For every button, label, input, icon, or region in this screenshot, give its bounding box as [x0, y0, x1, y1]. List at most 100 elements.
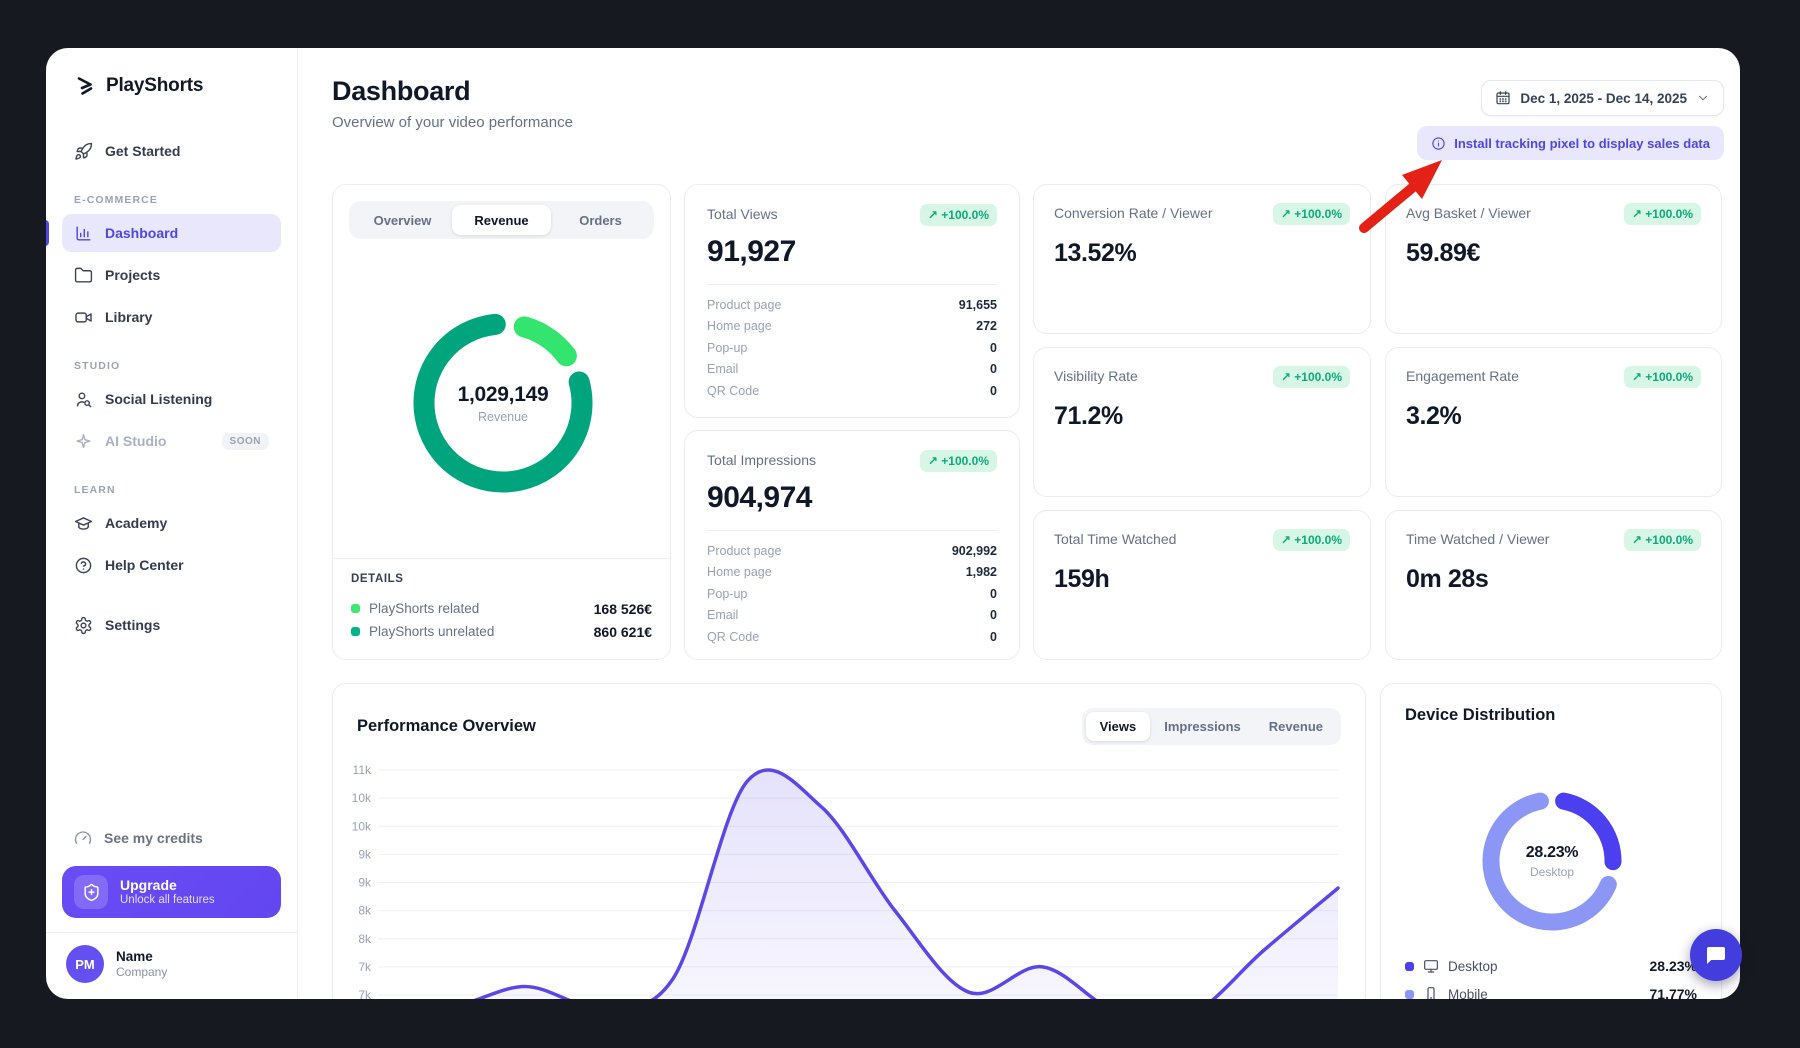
card-value: 0m 28s: [1406, 565, 1489, 593]
page-subtitle: Overview of your video performance: [332, 114, 573, 131]
device-center-value: 28.23%: [1525, 843, 1579, 861]
revenue-details: DETAILS PlayShorts related 168 526€ Play…: [333, 558, 671, 659]
sidebar-item-help-center[interactable]: Help Center: [62, 546, 281, 584]
card-value: 3.2%: [1406, 402, 1462, 430]
svg-text:8k: 8k: [358, 904, 372, 918]
breakdown-row: Email 0: [707, 608, 997, 623]
sidebar-item-ai-studio[interactable]: AI Studio SOON: [62, 422, 281, 460]
performance-title: Performance Overview: [357, 717, 536, 735]
sidebar-item-get-started[interactable]: Get Started: [62, 132, 281, 170]
sidebar-item-label: Academy: [105, 515, 168, 531]
device-legend-mobile: Mobile 71.77%: [1405, 980, 1697, 999]
breakdown-row: QR Code 0: [707, 629, 997, 644]
tab-impressions[interactable]: Impressions: [1164, 719, 1241, 734]
sidebar: PlayShorts Get Started E-COMMERCE Dashbo…: [46, 48, 298, 999]
profile-row[interactable]: PM Name Company: [46, 932, 297, 999]
bar-chart-icon: [76, 225, 91, 241]
card-value: 91,927: [707, 235, 796, 268]
sidebar-item-label: Library: [105, 309, 153, 325]
date-range-value: Dec 1, 2025 - Dec 14, 2025: [1520, 90, 1687, 106]
app-window: PlayShorts Get Started E-COMMERCE Dashbo…: [46, 48, 1740, 999]
legend-value: 168 526€: [593, 600, 653, 617]
breakdown-row: Home page 1,982: [707, 565, 997, 580]
rocket-icon: [75, 142, 93, 160]
trend-badge: ↗ +100.0%: [1272, 366, 1350, 388]
avg-basket-card: Avg Basket / Viewer ↗ +100.0% 59.89€: [1385, 184, 1722, 334]
upgrade-title: Upgrade: [120, 877, 177, 893]
tab-views[interactable]: Views: [1085, 712, 1151, 741]
breakdown-row: Product page 91,655: [707, 297, 997, 312]
performance-area-chart: 11k 10k 10k 9k 9k 8k 8k 7k 7k: [352, 763, 1340, 999]
help-circle-icon: [75, 557, 92, 573]
card-label: Engagement Rate: [1406, 368, 1519, 384]
legend-chip-related: [351, 604, 360, 613]
card-value: 159h: [1054, 565, 1110, 593]
tab-orders[interactable]: Orders: [579, 212, 622, 228]
device-donut-chart: 28.23% Desktop: [1472, 781, 1632, 941]
legend-chip-desktop: [1405, 961, 1414, 971]
see-my-credits[interactable]: See my credits: [62, 820, 281, 856]
monitor-icon: [1424, 960, 1438, 973]
device-legend-desktop: Desktop 28.23%: [1405, 952, 1697, 980]
trend-badge: ↗ +100.0%: [919, 204, 997, 226]
legend-value: 71.77%: [1649, 986, 1697, 999]
revenue-card-tabs: Overview Revenue Orders: [349, 201, 655, 239]
section-label-ecommerce: E-COMMERCE: [74, 194, 158, 206]
revenue-card: Overview Revenue Orders 1,029,149 Revenu…: [332, 184, 672, 660]
sidebar-item-label: Settings: [105, 617, 161, 633]
sidebar-item-projects[interactable]: Projects: [62, 256, 281, 294]
legend-row: PlayShorts unrelated 860 621€: [351, 620, 652, 643]
sidebar-item-dashboard[interactable]: Dashboard: [46, 214, 281, 252]
tab-revenue[interactable]: Revenue: [1268, 719, 1323, 734]
upgrade-button[interactable]: Upgrade Unlock all features: [62, 866, 281, 918]
tab-overview[interactable]: Overview: [373, 212, 432, 228]
card-label: Conversion Rate / Viewer: [1054, 205, 1213, 221]
breakdown-row: Product page 902,992: [707, 543, 997, 558]
breakdown-row: QR Code 0: [707, 383, 997, 398]
card-value: 71.2%: [1054, 402, 1123, 430]
tracking-banner-label: Install tracking pixel to display sales …: [1454, 135, 1710, 151]
chat-widget-button[interactable]: [1690, 929, 1742, 981]
trend-badge: ↗ +100.0%: [1272, 529, 1350, 551]
smartphone-icon: [1427, 987, 1435, 999]
sidebar-item-academy[interactable]: Academy: [62, 504, 281, 542]
legend-chip-unrelated: [351, 627, 360, 636]
install-tracking-pixel-button[interactable]: Install tracking pixel to display sales …: [1417, 126, 1724, 160]
chat-bubble-icon: [1707, 947, 1725, 964]
card-label: Time Watched / Viewer: [1406, 531, 1550, 547]
graduation-cap-icon: [74, 516, 93, 530]
sidebar-item-label: Get Started: [105, 143, 181, 159]
breakdown-row: Home page 272: [707, 319, 997, 334]
profile-company: Company: [116, 965, 168, 979]
card-value: 13.52%: [1054, 239, 1137, 267]
app-name: PlayShorts: [106, 75, 204, 96]
card-label: Avg Basket / Viewer: [1406, 205, 1531, 221]
revenue-total-label: Revenue: [477, 409, 529, 424]
total-time-watched-card: Total Time Watched ↗ +100.0% 159h: [1033, 510, 1371, 660]
sidebar-item-social-listening[interactable]: Social Listening: [62, 380, 281, 418]
sidebar-item-label: AI Studio: [105, 433, 167, 449]
tab-revenue[interactable]: Revenue: [452, 205, 552, 235]
legend-label: PlayShorts related: [369, 601, 480, 616]
credits-label: See my credits: [104, 830, 203, 846]
shield-plus-icon: [74, 875, 108, 909]
sidebar-item-label: Dashboard: [105, 225, 179, 241]
revenue-total: 1,029,149: [457, 382, 549, 406]
sidebar-item-settings[interactable]: Settings: [62, 606, 281, 644]
card-value: 59.89€: [1406, 239, 1481, 267]
date-range-picker[interactable]: Dec 1, 2025 - Dec 14, 2025: [1481, 80, 1724, 116]
svg-text:9k: 9k: [358, 847, 372, 861]
total-views-card: Total Views ↗ +100.0% 91,927 Product pag…: [684, 184, 1020, 418]
card-label: Total Time Watched: [1054, 531, 1177, 547]
gauge-icon: [74, 831, 92, 844]
device-title: Device Distribution: [1405, 706, 1556, 724]
legend-label: PlayShorts unrelated: [369, 624, 495, 639]
sidebar-item-label: Projects: [105, 267, 161, 283]
sidebar-item-library[interactable]: Library: [62, 298, 281, 336]
profile-name: Name: [116, 949, 153, 964]
trend-badge: ↗ +100.0%: [1623, 529, 1701, 551]
trend-badge: ↗ +100.0%: [1623, 366, 1701, 388]
info-icon: [1432, 136, 1445, 150]
card-label: Visibility Rate: [1054, 368, 1138, 384]
playshorts-logo-icon: [77, 77, 93, 95]
